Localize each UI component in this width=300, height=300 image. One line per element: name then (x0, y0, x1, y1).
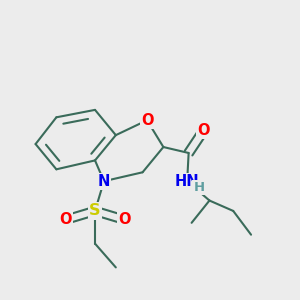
Text: O: O (141, 113, 153, 128)
Text: HN: HN (175, 174, 200, 189)
Text: O: O (118, 212, 131, 227)
Text: O: O (197, 123, 210, 138)
Text: H: H (194, 181, 205, 194)
Text: S: S (89, 203, 101, 218)
Text: O: O (59, 212, 71, 227)
Text: N: N (98, 174, 110, 189)
